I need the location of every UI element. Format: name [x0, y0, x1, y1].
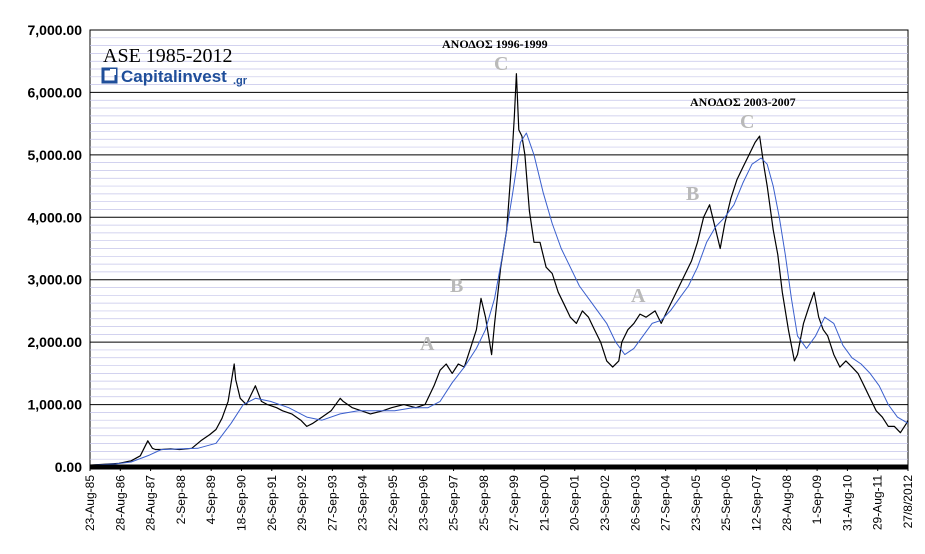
x-tick-label: 31-Aug-10	[840, 475, 854, 531]
x-tick-label: 28-Aug-08	[780, 475, 794, 531]
x-tick-label: 27/8/2012	[901, 475, 915, 529]
x-tick-label: 2-Sep-88	[174, 475, 188, 525]
capitalinvest-logo-suffix: .gr	[233, 75, 248, 87]
x-tick-label: 1-Sep-09	[810, 475, 824, 525]
wave-label-a-2: A	[631, 285, 646, 307]
wave-label-c-2: C	[740, 111, 754, 133]
wave-label-c-1: C	[494, 53, 508, 75]
x-tick-label: 23-Sep-96	[416, 475, 430, 531]
x-tick-label: 29-Sep-92	[295, 475, 309, 531]
x-tick-label: 27-Sep-99	[507, 475, 521, 531]
x-tick-label: 27-Sep-04	[659, 475, 673, 531]
x-tick-label: 12-Sep-07	[750, 475, 764, 531]
annotation-title-2003-2007: ΑΝΟΔΟΣ 2003-2007	[690, 95, 796, 109]
y-axis: 0.00 1,000.00 2,000.00 3,000.00 4,000.00 5,00…	[28, 22, 83, 475]
x-tick-label: 22-Sep-95	[386, 475, 400, 531]
x-tick-label: 28-Aug-86	[113, 475, 127, 531]
x-tick-label: 23-Sep-02	[598, 475, 612, 531]
x-tick-label: 23-Aug-85	[83, 475, 97, 531]
minor-gridlines	[90, 37, 908, 460]
x-tick-label: 29-Aug-11	[871, 475, 885, 530]
x-tick-label: 4-Sep-89	[204, 475, 218, 525]
x-tick-label: 26-Sep-91	[265, 475, 279, 531]
x-axis: 23-Aug-85 28-Aug-86 28-Aug-87 2-Sep-88 4-Sep…	[83, 467, 915, 531]
x-tick-label: 25-Sep-98	[477, 475, 491, 531]
annotation-title-1996-1999: ΑΝΟΔΟΣ 1996-1999	[442, 37, 548, 51]
y-tick-label: 1,000.00	[28, 397, 83, 413]
chart-title: ASE 1985-2012	[103, 45, 232, 67]
y-tick-label: 2,000.00	[28, 334, 83, 350]
x-tick-label: 25-Sep-06	[719, 475, 733, 531]
y-tick-label: 4,000.00	[28, 209, 83, 225]
x-tick-label: 23-Sep-94	[356, 475, 370, 531]
annotations: ΑΝΟΔΟΣ 1996-1999 ΑΝΟΔΟΣ 2003-2007 A B C …	[420, 37, 796, 355]
x-tick-label: 23-Sep-05	[689, 475, 703, 531]
index-series-line	[89, 73, 909, 466]
x-tick-label: 26-Sep-03	[628, 475, 642, 531]
wave-label-b-1: B	[450, 275, 463, 297]
y-tick-label: 6,000.00	[28, 84, 83, 100]
x-tick-label: 25-Sep-97	[447, 475, 461, 531]
series-layer	[89, 73, 909, 470]
wave-label-a-1: A	[420, 333, 435, 355]
wave-label-b-2: B	[686, 183, 699, 205]
x-tick-label: 18-Sep-90	[234, 475, 248, 531]
x-tick-label: 20-Sep-01	[568, 475, 582, 531]
y-tick-label: 3,000.00	[28, 272, 83, 288]
x-tick-label: 28-Aug-87	[144, 475, 158, 531]
y-tick-label: 5,000.00	[28, 147, 83, 163]
moving-average-line	[89, 132, 909, 466]
x-tick-label: 21-Sep-00	[537, 475, 551, 531]
y-tick-label: 0.00	[55, 459, 82, 475]
y-tick-label: 7,000.00	[28, 22, 83, 38]
brand-block: ASE 1985-2012 Capitalinvest .gr	[101, 45, 248, 87]
x-tick-label: 27-Sep-93	[325, 475, 339, 531]
capitalinvest-logo-icon	[101, 67, 118, 84]
capitalinvest-logo-icon-accent	[110, 69, 116, 75]
capitalinvest-logo-text: Capitalinvest	[121, 67, 227, 86]
